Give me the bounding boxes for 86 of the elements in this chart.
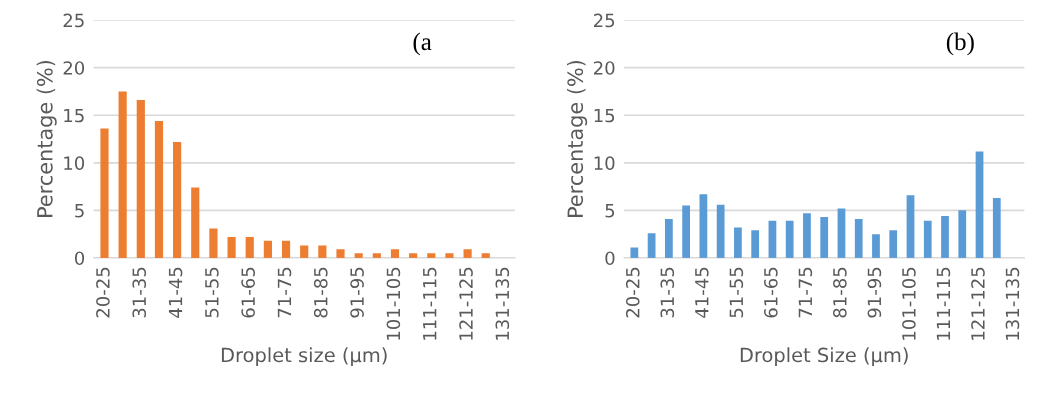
bar	[906, 195, 915, 258]
bar	[630, 247, 639, 258]
annotation: (b)	[946, 32, 974, 56]
bar	[354, 253, 363, 258]
x-tick-label: 131-135	[495, 267, 510, 340]
bar	[245, 237, 254, 258]
x-tick-label: 131-135	[1005, 267, 1020, 340]
bar	[975, 151, 984, 258]
y-tick-label: 15	[64, 108, 84, 123]
bar	[136, 100, 145, 258]
x-tick-label: 101-105	[902, 267, 916, 340]
bar	[463, 249, 472, 258]
bar	[889, 230, 898, 258]
x-tick-label: 81-85	[313, 267, 328, 318]
bar	[992, 198, 1001, 258]
bar	[716, 204, 725, 258]
bar	[281, 240, 291, 258]
x-tick-label: 31-35	[132, 267, 147, 318]
x-tick-label: 41-45	[695, 267, 709, 318]
x-tick-label: 81-85	[833, 267, 847, 318]
y-tick-label: 20	[594, 61, 615, 75]
bar	[751, 230, 760, 258]
bar	[154, 120, 164, 258]
x-axis-title: Droplet Size (µm)	[740, 347, 908, 367]
x-tick-label: 51-55	[205, 267, 219, 318]
bar	[785, 220, 794, 258]
bar	[734, 227, 742, 258]
y-tick-label: 25	[63, 13, 84, 28]
bar	[941, 216, 949, 258]
x-tick-label: 111-115	[423, 267, 437, 340]
bar	[699, 194, 708, 258]
y-axis-title: Percentage (%)	[567, 60, 588, 217]
bar	[173, 141, 182, 258]
y-tick-label: 5	[75, 204, 84, 218]
x-tick-label: 51-55	[729, 267, 744, 318]
bar	[100, 128, 109, 258]
y-tick-label: 0	[605, 251, 615, 266]
x-tick-label: 41-45	[168, 267, 183, 318]
bar	[803, 213, 811, 258]
bar	[427, 253, 436, 258]
x-tick-label: 71-75	[277, 267, 292, 318]
y-tick-label: 5	[605, 204, 615, 218]
bar	[664, 218, 673, 258]
bar	[682, 205, 691, 258]
bar	[647, 233, 656, 258]
x-tick-label: 20-25	[96, 267, 110, 318]
bar	[481, 253, 490, 258]
y-tick-label: 0	[74, 251, 85, 266]
y-tick-label: 20	[63, 61, 85, 75]
bar	[336, 249, 345, 258]
bar	[209, 228, 218, 258]
annotation: (a	[413, 32, 432, 56]
bar	[227, 237, 236, 258]
bar	[318, 245, 327, 258]
y-tick-label: 10	[594, 156, 615, 170]
bar	[445, 253, 454, 258]
bar	[390, 249, 400, 258]
bar	[854, 218, 863, 258]
bar	[372, 253, 381, 258]
x-tick-label: 101-105	[386, 267, 401, 340]
x-tick-label: 61-65	[241, 267, 255, 318]
bar	[768, 220, 777, 258]
x-tick-label: 31-35	[660, 267, 675, 318]
bar	[820, 217, 829, 258]
bar	[837, 208, 846, 258]
bar	[300, 245, 309, 258]
x-tick-label: 20-25	[625, 267, 640, 318]
x-tick-label: 61-65	[764, 267, 778, 318]
bar	[958, 210, 967, 258]
y-tick-label: 15	[594, 108, 615, 123]
x-tick-label: 71-75	[798, 267, 813, 318]
bar	[409, 253, 418, 258]
bar	[923, 220, 932, 258]
x-tick-label: 121-125	[459, 267, 473, 340]
x-tick-label: 111-115	[936, 267, 951, 340]
y-tick-label: 25	[594, 13, 615, 28]
y-axis-title: Percentage (%)	[36, 60, 57, 217]
x-axis-title: Droplet size (µm)	[221, 347, 387, 367]
x-tick-label: 91-95	[867, 267, 882, 318]
bar	[263, 240, 272, 258]
x-tick-label: 91-95	[350, 267, 364, 318]
bar	[118, 91, 127, 258]
bar	[872, 234, 880, 258]
bar	[191, 187, 200, 258]
y-tick-label: 10	[64, 156, 85, 170]
x-tick-label: 121-125	[971, 267, 985, 340]
